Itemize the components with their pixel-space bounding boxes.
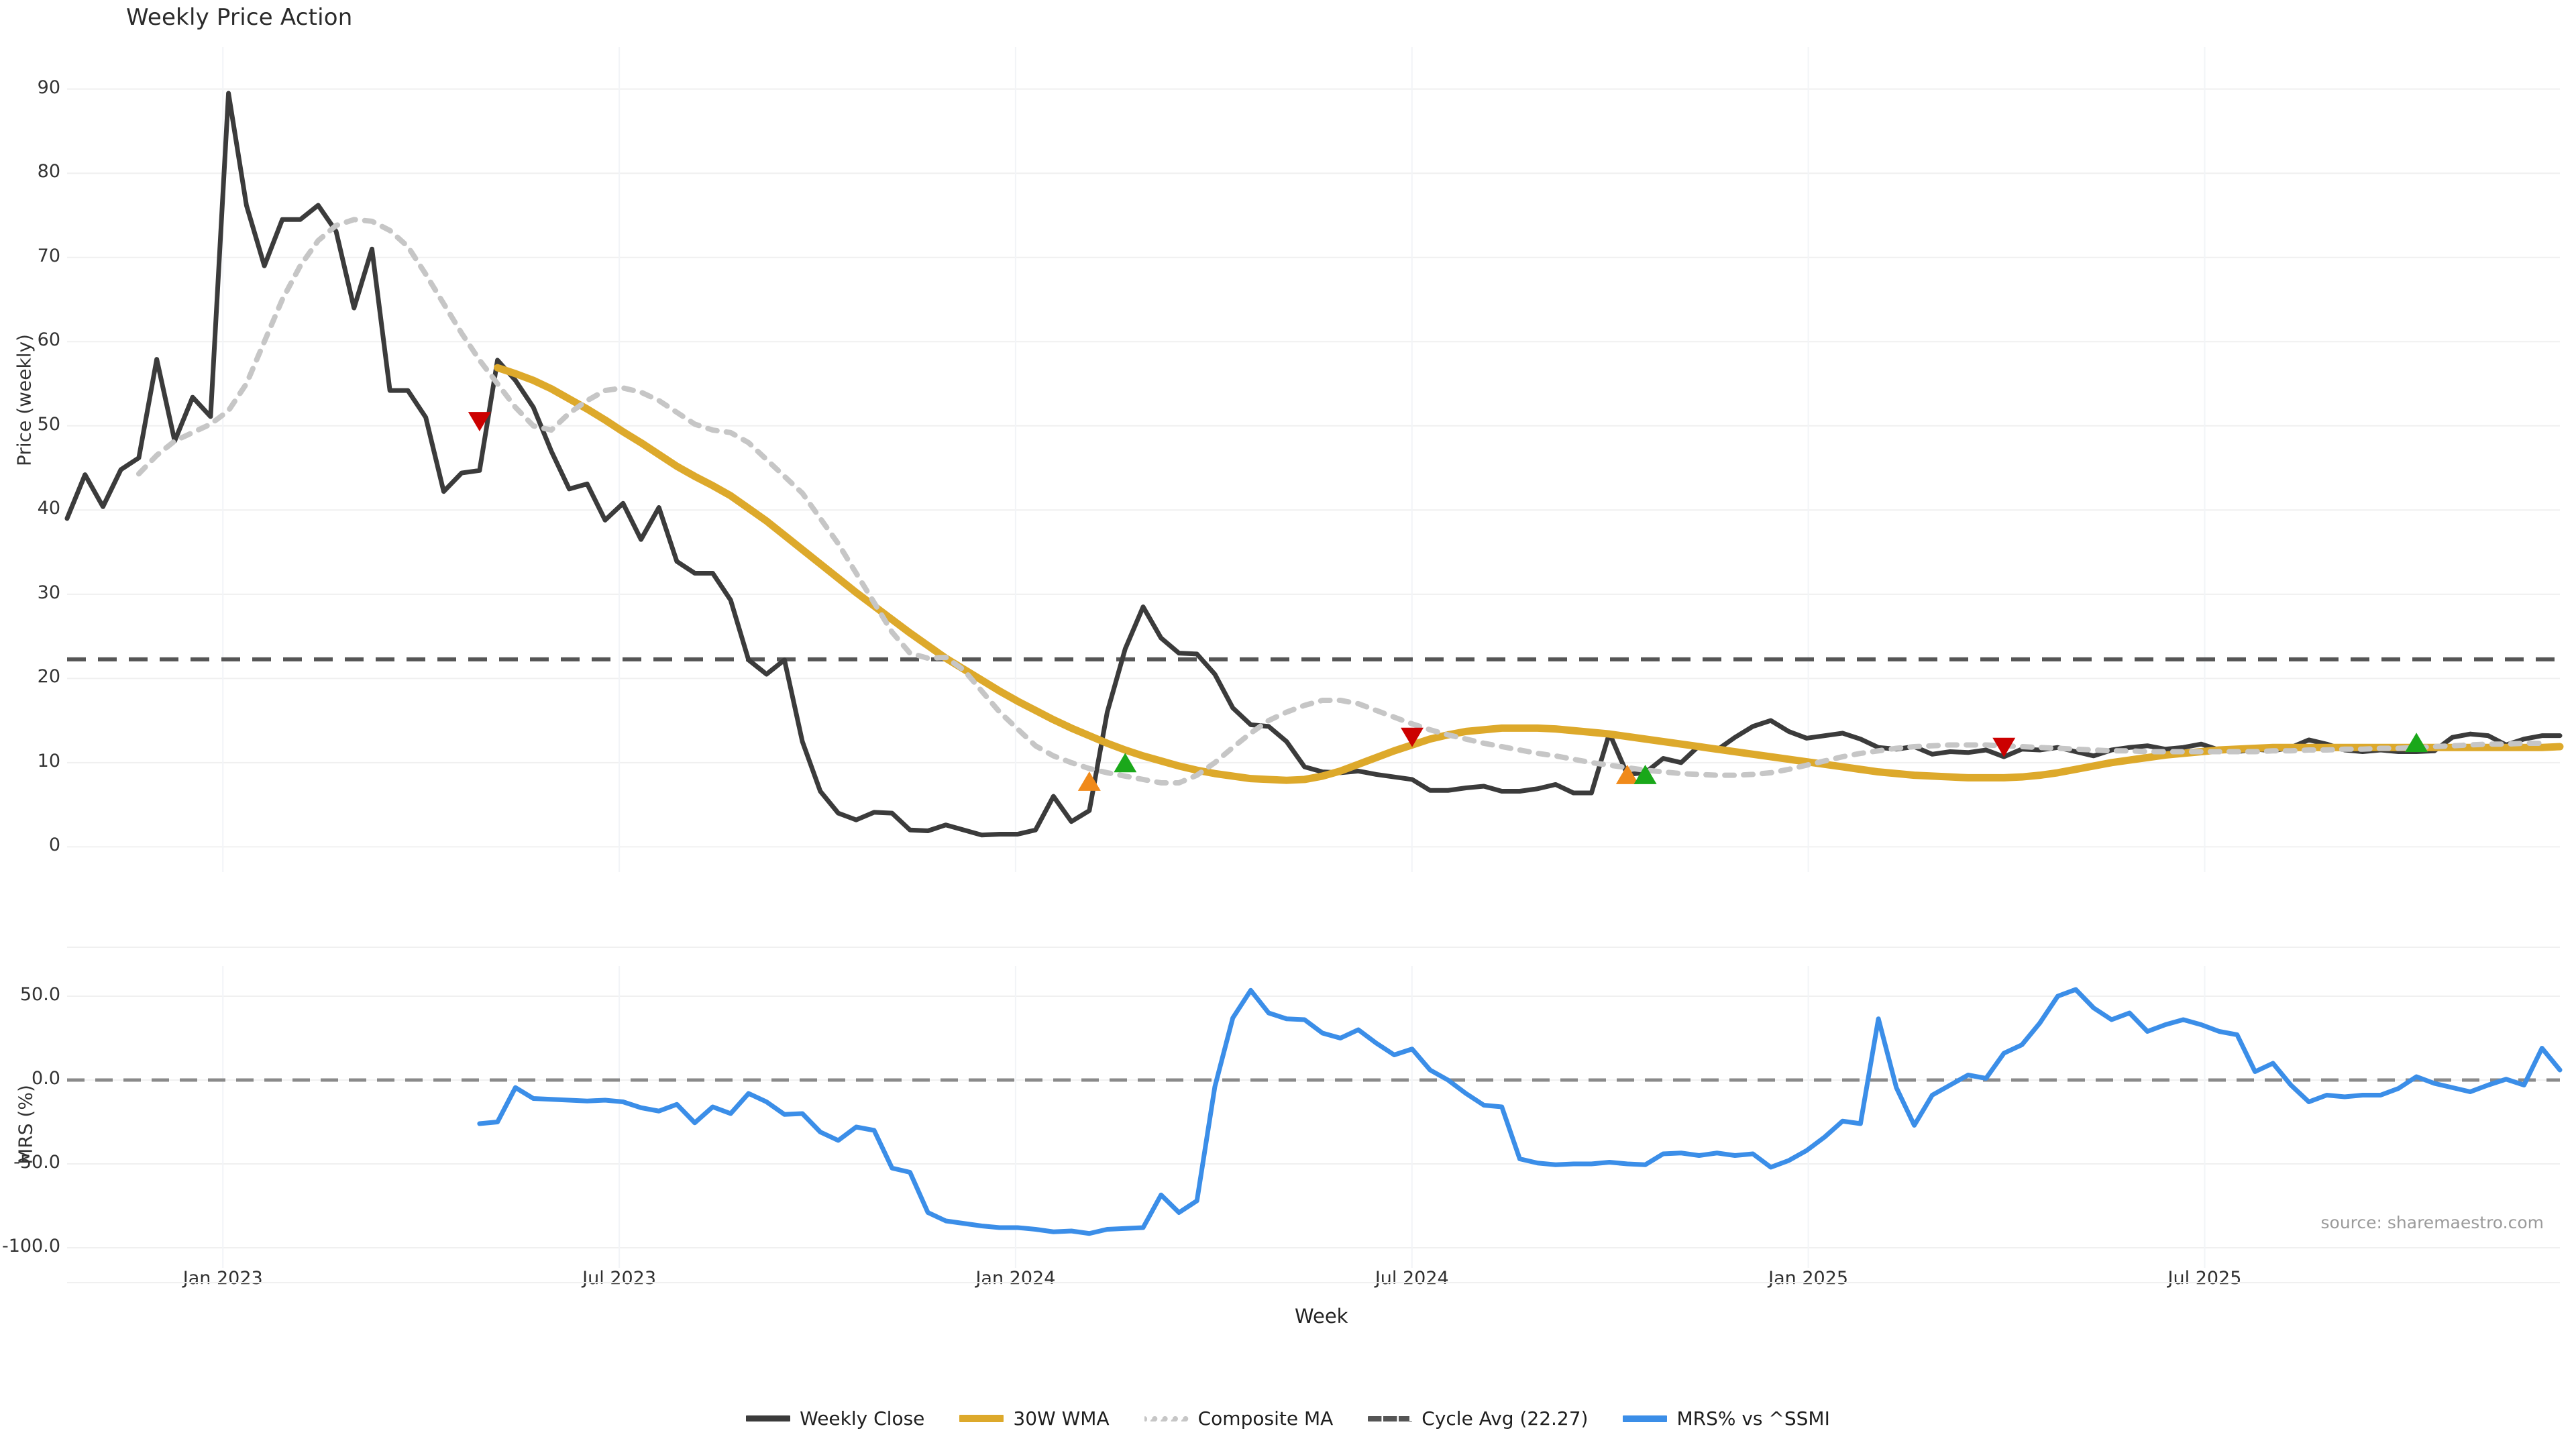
mrs-y-tick-label: 50.0 bbox=[19, 984, 60, 1005]
price-y-tick-label: 10 bbox=[37, 750, 60, 771]
legend-item-label: Cycle Avg (22.27) bbox=[1421, 1407, 1589, 1430]
x-tick-label: Jul 2025 bbox=[2167, 1268, 2242, 1289]
price-y-tick-label: 90 bbox=[37, 76, 60, 98]
price-y-tick-label: 40 bbox=[37, 498, 60, 519]
buy-warning-marker bbox=[1077, 771, 1101, 791]
line-swatch-icon bbox=[1623, 1415, 1668, 1422]
price-y-tick-label: 20 bbox=[37, 666, 60, 688]
x-tick-label: Jan 2025 bbox=[1768, 1268, 1849, 1289]
legend-item-label: Composite MA bbox=[1197, 1407, 1334, 1430]
weekly-close-line bbox=[64, 91, 2563, 838]
legend-item[interactable]: Cycle Avg (22.27) bbox=[1368, 1407, 1588, 1430]
price-y-tick-label: 80 bbox=[37, 161, 60, 182]
x-tick-label: Jan 2024 bbox=[975, 1268, 1056, 1289]
price-y-tick-label: 50 bbox=[37, 413, 60, 435]
legend-item[interactable]: Composite MA bbox=[1144, 1407, 1334, 1430]
price-y-tick-label: 30 bbox=[37, 582, 60, 603]
line-swatch-icon bbox=[746, 1415, 791, 1421]
buy-signal-marker bbox=[1633, 764, 1657, 784]
composite-ma-line bbox=[136, 217, 2545, 786]
wma30-line bbox=[494, 364, 2564, 784]
legend-item[interactable]: 30W WMA bbox=[959, 1407, 1110, 1430]
sell-signal-marker bbox=[468, 412, 491, 431]
legend-item[interactable]: Weekly Close bbox=[746, 1407, 924, 1430]
buy-signal-marker bbox=[1114, 753, 1137, 773]
page-title: Weekly Price Action bbox=[126, 4, 353, 31]
legend-item-label: Weekly Close bbox=[800, 1407, 925, 1430]
mrs-y-tick-label: -100.0 bbox=[1, 1236, 60, 1256]
chart-legend: Weekly Close 30W WMA Composite MA Cycle Avg… bbox=[0, 1407, 2576, 1430]
mrs-line bbox=[477, 987, 2563, 1236]
legend-item-label: 30W WMA bbox=[1013, 1407, 1110, 1430]
legend-item[interactable]: MRS% vs ^SSMI bbox=[1623, 1407, 1830, 1430]
buy-signal-marker bbox=[2405, 733, 2428, 753]
legend-item-label: MRS% vs ^SSMI bbox=[1676, 1407, 1830, 1430]
dotted-line-swatch-icon bbox=[1144, 1415, 1189, 1421]
x-tick-label: Jul 2024 bbox=[1375, 1268, 1449, 1289]
sell-signal-marker bbox=[1401, 727, 1424, 747]
buy-warning-marker bbox=[1615, 764, 1639, 784]
mrs-y-tick-label: 0.0 bbox=[32, 1068, 60, 1089]
mrs-y-tick-label: -50.0 bbox=[13, 1152, 60, 1173]
x-axis-label: Week bbox=[1295, 1305, 1348, 1328]
sell-signal-marker bbox=[1992, 737, 2016, 757]
price-y-tick-label: 0 bbox=[48, 835, 60, 856]
x-tick-label: Jul 2023 bbox=[582, 1268, 657, 1289]
dashed-line-swatch-icon bbox=[1368, 1415, 1413, 1421]
source-attribution: source: sharemaestro.com bbox=[2320, 1213, 2544, 1232]
price-y-tick-label: 70 bbox=[37, 245, 60, 266]
line-swatch-icon bbox=[959, 1415, 1004, 1422]
x-tick-label: Jan 2023 bbox=[182, 1268, 263, 1289]
price-y-tick-label: 60 bbox=[37, 329, 60, 351]
